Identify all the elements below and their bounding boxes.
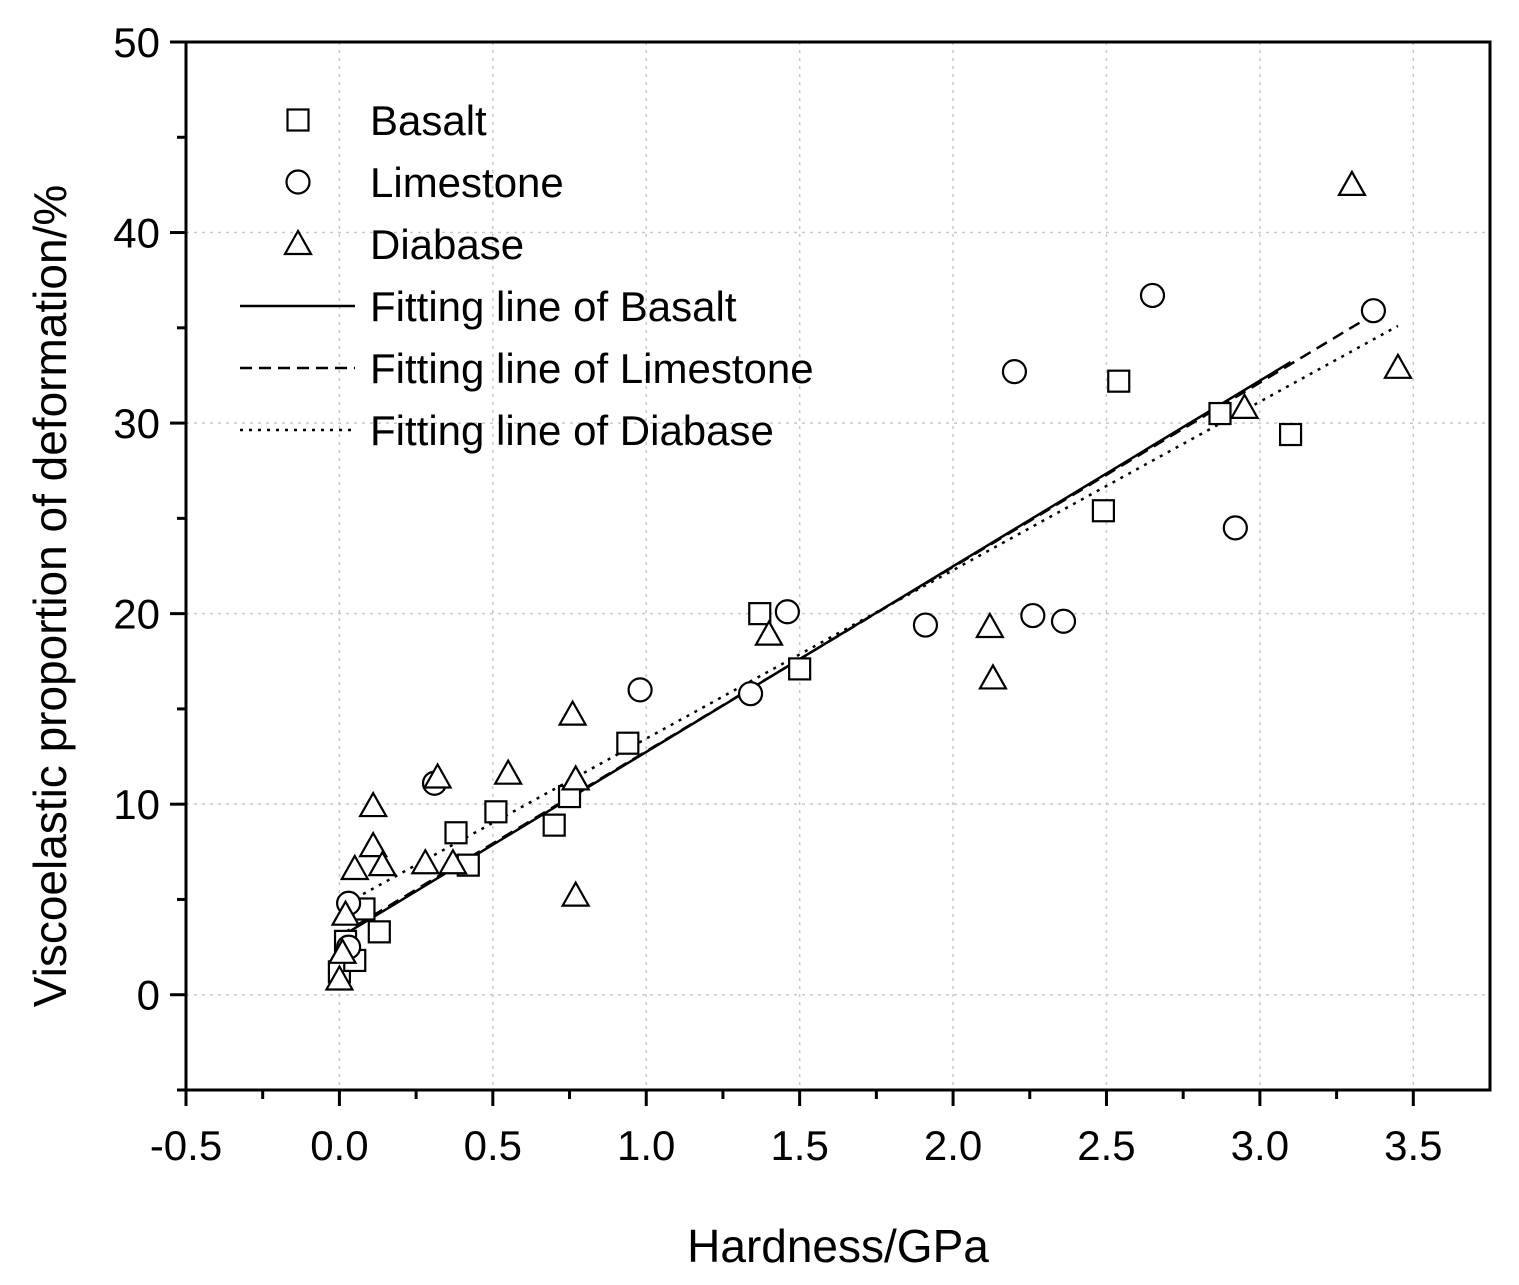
- diabase-point: [339, 853, 370, 881]
- diabase-point: [1337, 169, 1367, 197]
- diabase-point: [324, 964, 355, 991]
- y-tick-label: 50: [113, 19, 160, 66]
- diabase-point: [410, 848, 441, 875]
- diabase-point: [1229, 392, 1260, 419]
- basalt-point: [484, 800, 508, 824]
- limestone-point: [774, 599, 800, 625]
- x-tick-label: 0.0: [310, 1122, 368, 1169]
- limestone-point: [737, 681, 764, 707]
- limestone-point: [1222, 515, 1248, 541]
- diabase-point: [327, 937, 358, 964]
- data-points: [324, 169, 1413, 991]
- limestone-point: [1001, 359, 1028, 385]
- x-tick-label: 0.5: [464, 1122, 522, 1169]
- legend-limestone-symbol: [285, 169, 311, 195]
- y-tick-label: 10: [113, 781, 160, 828]
- legend-basalt-symbol: [286, 108, 310, 132]
- diabase-point: [754, 619, 784, 646]
- x-tick-label: 3.0: [1231, 1122, 1289, 1169]
- x-tick-label: 2.0: [924, 1122, 982, 1169]
- x-axis-title: Hardness/GPa: [687, 1220, 989, 1272]
- limestone-point: [912, 612, 939, 638]
- y-axis-title: Viscoelastic proportion of deformation/%: [24, 185, 76, 1007]
- y-tick-label: 40: [113, 210, 160, 257]
- basalt-point: [542, 813, 566, 837]
- x-axis: -0.5 0.0 0.5 1.0 1.5 2.0 2.5 3.0 3.5: [150, 1090, 1442, 1169]
- limestone-point: [1139, 282, 1166, 309]
- diabase-point: [560, 880, 591, 907]
- diabase-point: [330, 899, 361, 926]
- basalt-point: [444, 821, 468, 845]
- limestone-point: [627, 677, 653, 703]
- x-tick-label: 2.5: [1077, 1122, 1135, 1169]
- y-axis: 0 10 20 30 40 50: [113, 19, 186, 1092]
- plot-frame: [184, 40, 1492, 1092]
- basalt-point: [1208, 401, 1232, 426]
- basalt-point: [748, 602, 772, 626]
- legend-fitting-line-of-diabase-label: Fitting line of Diabase: [370, 407, 774, 454]
- basalt-point: [1091, 499, 1116, 523]
- legend-limestone-label: Limestone: [370, 159, 564, 206]
- fitting-line-of-diabase: [338, 324, 1399, 909]
- x-tick-label: -0.5: [150, 1122, 222, 1169]
- legend-fitting-line-of-limestone-label: Fitting line of Limestone: [370, 345, 814, 392]
- limestone-point: [1050, 608, 1077, 634]
- legend-fitting-line-of-basalt-label: Fitting line of Basalt: [370, 283, 737, 330]
- legend-diabase-label: Diabase: [370, 221, 524, 268]
- diabase-point: [358, 790, 389, 818]
- basalt-point: [1278, 422, 1303, 447]
- limestone-point: [1360, 298, 1387, 324]
- y-tick-label: 20: [113, 591, 160, 638]
- diabase-point: [438, 848, 468, 875]
- diabase-point: [557, 699, 588, 726]
- legend: Basalt Limestone Diabase Fitting line of Ba…: [240, 97, 814, 454]
- x-tick-label: 3.5: [1384, 1122, 1442, 1169]
- basalt-point: [367, 920, 391, 944]
- fitting-line-of-limestone: [338, 311, 1378, 937]
- diabase-point: [493, 758, 524, 785]
- basalt-point: [616, 731, 640, 755]
- basalt-point: [1107, 369, 1131, 393]
- diabase-point: [974, 611, 1005, 639]
- y-tick-label: 0: [137, 972, 160, 1019]
- diabase-point: [358, 830, 389, 858]
- diabase-point: [422, 762, 453, 789]
- diabase-point: [978, 663, 1008, 690]
- legend-basalt-label: Basalt: [370, 97, 487, 144]
- y-tick-label: 30: [113, 400, 160, 447]
- basalt-point: [788, 657, 812, 681]
- legend-diabase-symbol: [283, 228, 313, 256]
- fit-lines: [338, 311, 1399, 939]
- x-tick-label: 1.5: [770, 1122, 828, 1169]
- diabase-point: [560, 764, 591, 791]
- diabase-point: [367, 849, 398, 877]
- diabase-point: [1383, 352, 1413, 379]
- limestone-point: [1020, 602, 1046, 629]
- x-tick-label: 1.0: [617, 1122, 675, 1169]
